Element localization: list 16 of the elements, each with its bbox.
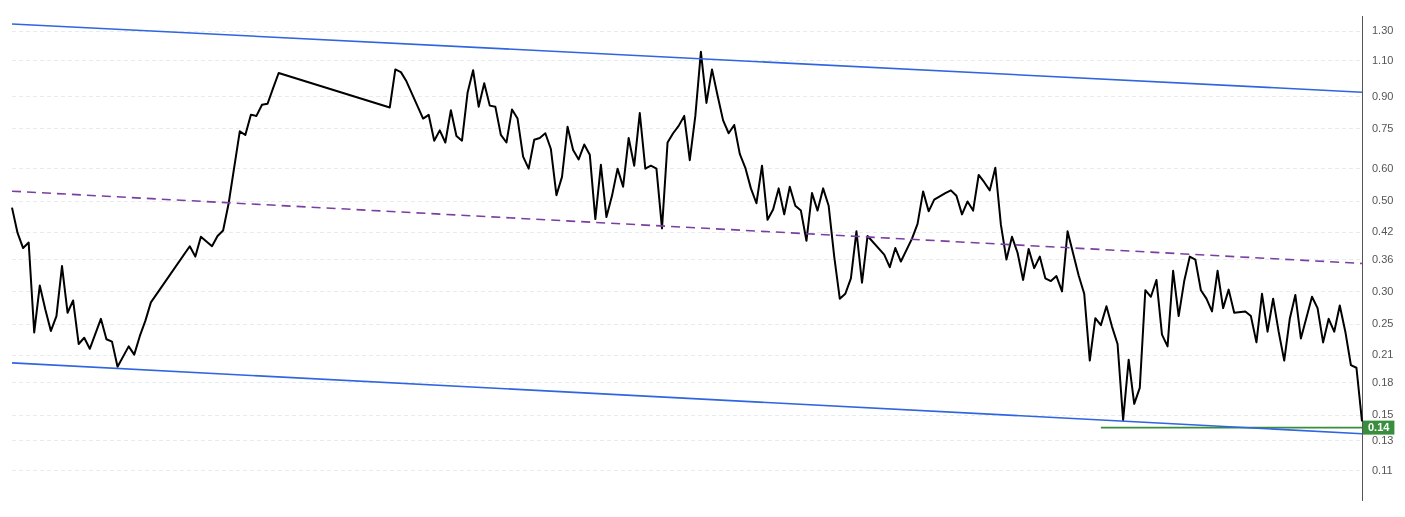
y-tick-label: 0.15 — [1372, 408, 1394, 421]
y-tick-label: 0.25 — [1372, 317, 1394, 330]
data-label: 0.14 — [1368, 420, 1391, 433]
y-tick-label: 0.11 — [1372, 463, 1393, 476]
y-tick-label: 0.21 — [1372, 348, 1394, 361]
y-tick-label: 0.18 — [1372, 375, 1394, 388]
y-tick-label: 0.42 — [1372, 225, 1394, 238]
y-tick-label: 1.30 — [1372, 24, 1394, 37]
y-tick-label: 1.10 — [1372, 53, 1394, 66]
y-tick-label: 0.90 — [1372, 89, 1394, 102]
y-tick-label: 0.50 — [1372, 194, 1394, 207]
y-tick-label: 0.75 — [1372, 121, 1394, 134]
y-tick-label: 0.36 — [1372, 252, 1394, 265]
y-tick-label: 0.60 — [1372, 161, 1394, 174]
y-tick-label: 0.13 — [1372, 433, 1394, 446]
y-tick-label: 0.30 — [1372, 285, 1394, 298]
